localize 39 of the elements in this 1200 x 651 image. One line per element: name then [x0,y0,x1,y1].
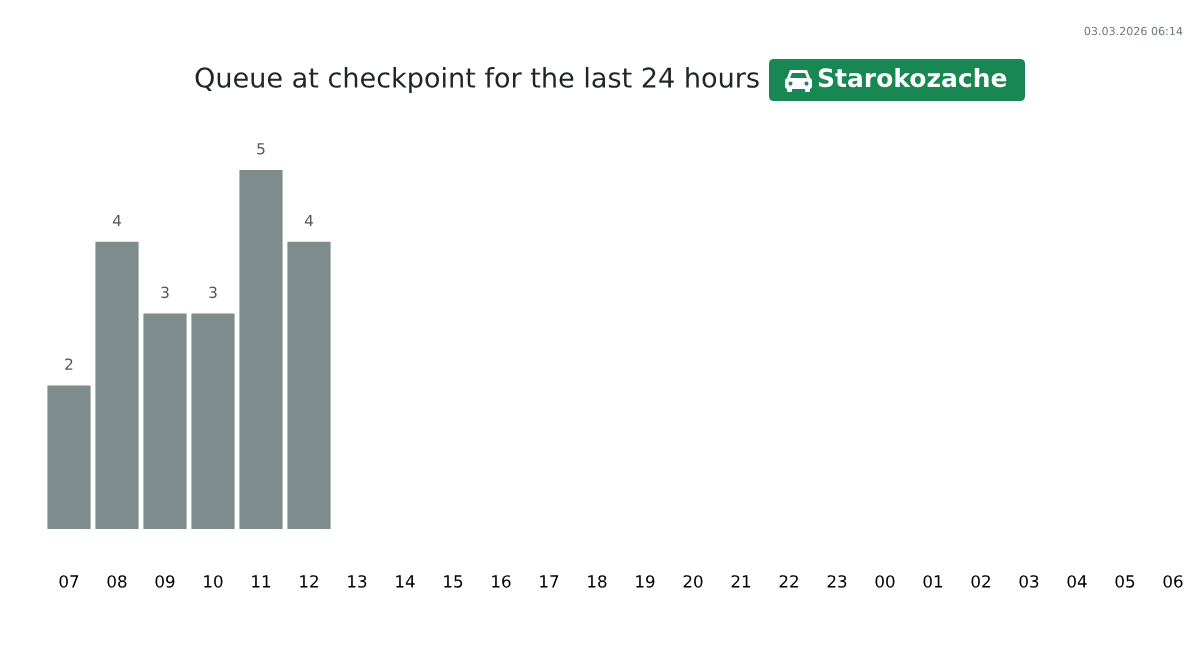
data-label: 3 [209,286,217,299]
x-tick-label: 16 [492,575,511,588]
bar [47,385,91,529]
x-tick-label: 13 [348,575,367,588]
bar [287,241,331,529]
x-tick-label: 14 [396,575,415,588]
x-tick-label: 04 [1067,575,1087,588]
x-tick-label: 03 [1019,575,1039,588]
x-tick-label: 08 [107,575,127,588]
x-tick-label: 20 [683,575,703,588]
chart-title: Queue at checkpoint for the last 24 hours [195,66,759,94]
x-tick-label: 01 [923,575,943,588]
text: 03.03.2026 06:14 [1084,26,1183,36]
data-label: 4 [304,214,313,227]
data-label: 5 [257,143,265,155]
x-tick-label: 23 [827,575,847,588]
x-tick-label: 09 [155,575,175,588]
chart-subtitle: Starokozache [818,67,1007,88]
x-tick-label: 18 [588,575,607,588]
bar [239,170,283,529]
x-tick-label: 05 [1115,575,1135,588]
x-tick-label: 00 [875,575,895,588]
x-tick-label: 19 [636,575,655,588]
x-tick-label: 10 [204,575,223,588]
x-tick-label: 06 [1163,575,1183,588]
x-tick-label: 17 [540,575,559,588]
data-label: 3 [161,286,169,299]
x-tick-label: 21 [731,575,751,588]
bar [95,241,139,529]
x-tick-label: 15 [444,575,463,588]
data-label: 4 [112,214,121,227]
x-tick-label: 07 [59,575,79,588]
x-tick-label: 02 [971,575,990,588]
x-tick-label: 12 [300,575,318,588]
x-tick-label: 11 [252,575,271,588]
bar [191,313,235,529]
bar [143,313,187,529]
x-tick-label: 22 [779,575,798,588]
data-label: 2 [65,358,73,370]
